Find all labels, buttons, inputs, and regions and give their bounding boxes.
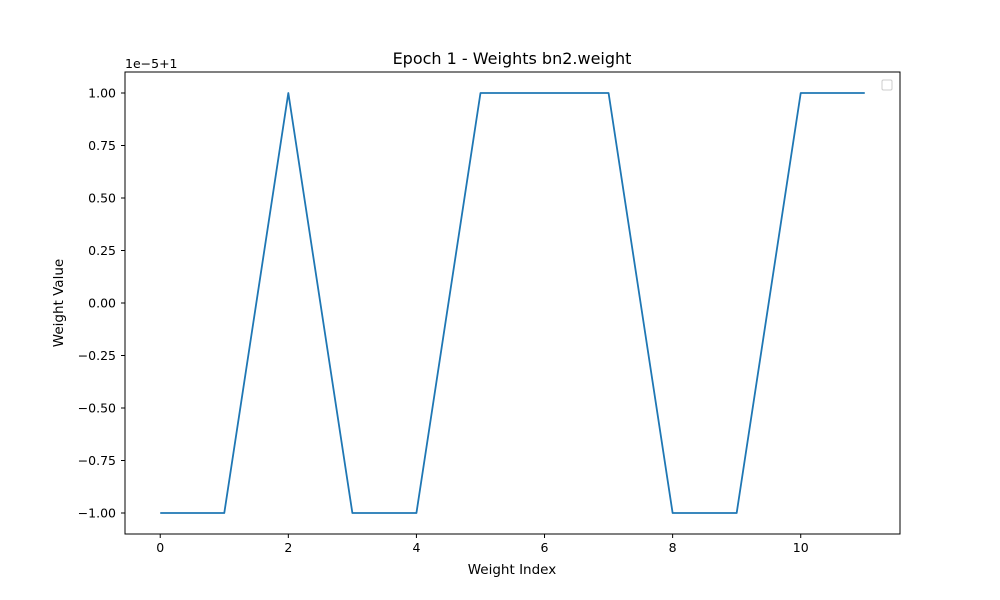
x-tick-label: 0 [156, 540, 164, 555]
y-tick-label: −0.75 [78, 453, 116, 468]
x-axis-label: Weight Index [468, 562, 557, 578]
y-tick-label: 0.00 [88, 296, 116, 311]
x-axis-ticks: 0 2 4 6 8 10 [156, 534, 809, 555]
y-axis-offset-label: 1e−5+1 [125, 56, 178, 71]
x-tick-label: 8 [669, 540, 677, 555]
x-tick-label: 2 [284, 540, 292, 555]
plot-frame [124, 71, 901, 535]
x-tick-label: 10 [793, 540, 809, 555]
series-line [160, 92, 865, 514]
y-axis-label: Weight Value [51, 259, 67, 347]
y-tick-label: −0.50 [78, 401, 116, 416]
y-tick-label: −0.25 [78, 348, 116, 363]
y-axis-ticks: −1.00 −0.75 −0.50 −0.25 0.00 0.25 0.50 0.75 1.00 [78, 86, 125, 521]
x-tick-label: 4 [412, 540, 420, 555]
y-tick-label: 1.00 [88, 86, 116, 101]
x-tick-label: 6 [541, 540, 549, 555]
y-tick-label: 0.75 [88, 138, 116, 153]
y-tick-label: −1.00 [78, 506, 116, 521]
y-tick-label: 0.50 [88, 191, 116, 206]
y-tick-label: 0.25 [88, 243, 116, 258]
chart-title: Epoch 1 - Weights bn2.weight [393, 49, 632, 68]
series-group [160, 92, 865, 514]
legend-box [881, 79, 893, 91]
